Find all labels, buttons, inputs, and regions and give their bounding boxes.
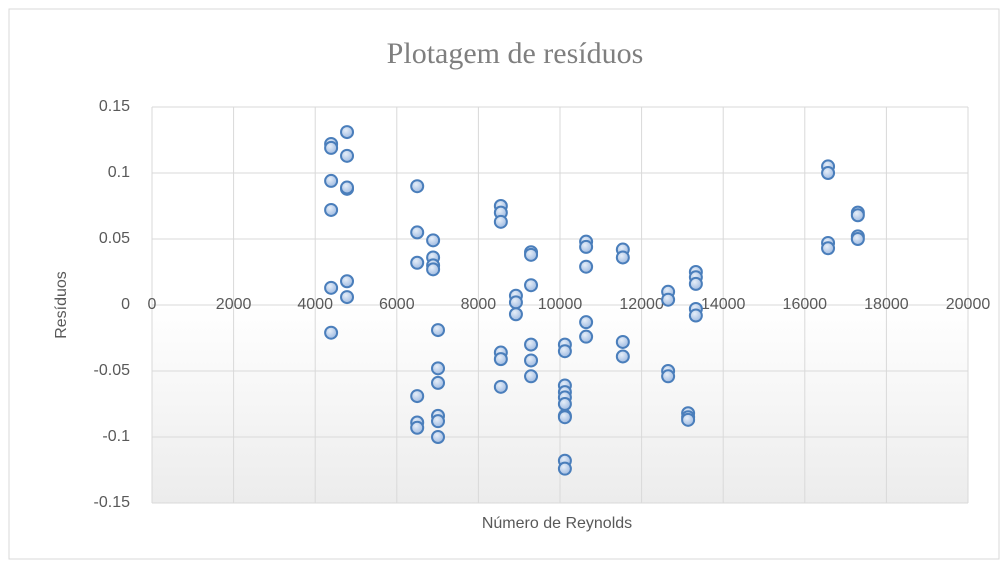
point: [850, 208, 865, 223]
point: [426, 233, 441, 248]
point: [688, 276, 703, 291]
y-tick-label: 0.1: [108, 164, 130, 181]
point: [661, 292, 676, 307]
point: [340, 180, 355, 195]
x-tick-label: 18000: [864, 296, 909, 313]
point: [524, 247, 539, 262]
point: [615, 349, 630, 364]
point: [493, 379, 508, 394]
point: [410, 255, 425, 270]
point: [410, 420, 425, 435]
point: [431, 323, 446, 338]
point: [340, 125, 355, 140]
point: [508, 295, 523, 310]
chart-title: Plotagem de resíduos: [387, 37, 644, 70]
y-tick-label: 0.05: [99, 230, 130, 247]
x-tick-label: 10000: [538, 296, 583, 313]
point: [579, 315, 594, 330]
point: [431, 414, 446, 429]
point: [524, 278, 539, 293]
point: [340, 290, 355, 305]
point: [681, 412, 696, 427]
point: [410, 179, 425, 194]
point: [324, 140, 339, 155]
x-tick-label: 12000: [619, 296, 664, 313]
point: [493, 214, 508, 229]
point: [524, 369, 539, 384]
point: [661, 369, 676, 384]
point: [410, 225, 425, 240]
point: [557, 461, 572, 476]
x-tick-label: 4000: [297, 296, 333, 313]
point: [821, 241, 836, 256]
x-axis-title: Número de Reynolds: [482, 515, 632, 532]
point: [508, 307, 523, 322]
point: [324, 202, 339, 217]
point: [688, 308, 703, 323]
point: [557, 344, 572, 359]
point: [426, 262, 441, 277]
point: [410, 389, 425, 404]
point: [579, 259, 594, 274]
point: [557, 410, 572, 425]
x-tick-label: 8000: [461, 296, 497, 313]
point: [821, 166, 836, 180]
point: [850, 232, 865, 246]
point: [340, 148, 355, 163]
point: [524, 353, 539, 368]
point: [579, 239, 594, 254]
point: [340, 274, 355, 289]
y-tick-label: -0.1: [102, 428, 130, 445]
marks: [324, 125, 865, 476]
x-tick-label: 20000: [946, 296, 991, 313]
y-tick-label: 0.15: [99, 98, 130, 115]
x-tick-label: 16000: [783, 296, 828, 313]
point: [324, 173, 339, 188]
y-axis-title: Resíduos: [53, 271, 70, 339]
point: [431, 430, 446, 444]
point: [431, 375, 446, 390]
x-tick-label: 2000: [216, 296, 252, 313]
y-tick-label: 0: [121, 296, 130, 313]
x-tick-label: 14000: [701, 296, 746, 313]
x-tick-label: 0: [148, 296, 157, 313]
point: [615, 250, 630, 265]
point: [557, 397, 572, 411]
point: [493, 352, 508, 367]
y-tick-label: -0.15: [94, 494, 131, 511]
point: [579, 329, 594, 344]
x-tick-label: 6000: [379, 296, 415, 313]
point: [615, 334, 630, 349]
point: [431, 361, 446, 376]
point: [324, 280, 339, 295]
point: [524, 337, 539, 352]
y-tick-label: -0.05: [94, 362, 131, 379]
point: [324, 325, 339, 340]
